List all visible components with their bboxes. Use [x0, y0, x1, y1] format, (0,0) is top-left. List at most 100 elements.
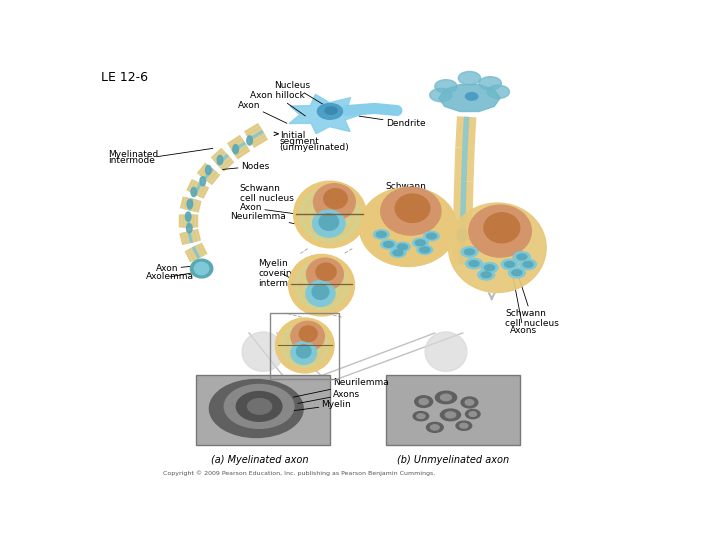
Ellipse shape: [307, 258, 343, 291]
Ellipse shape: [359, 187, 457, 266]
Ellipse shape: [449, 203, 546, 293]
Ellipse shape: [300, 326, 317, 342]
Ellipse shape: [186, 212, 191, 221]
Ellipse shape: [381, 187, 441, 235]
Ellipse shape: [431, 425, 439, 430]
Ellipse shape: [436, 391, 456, 404]
Ellipse shape: [295, 261, 348, 310]
Text: Initial: Initial: [280, 131, 305, 140]
Ellipse shape: [465, 400, 474, 405]
Ellipse shape: [318, 104, 343, 119]
Text: intermode: intermode: [108, 156, 155, 165]
Ellipse shape: [426, 422, 444, 433]
Ellipse shape: [300, 265, 343, 306]
Ellipse shape: [479, 77, 501, 90]
Ellipse shape: [289, 331, 320, 360]
Ellipse shape: [415, 396, 433, 407]
Ellipse shape: [481, 272, 491, 278]
Ellipse shape: [306, 281, 335, 306]
Ellipse shape: [469, 205, 531, 257]
Ellipse shape: [420, 247, 430, 253]
Ellipse shape: [377, 232, 387, 238]
Ellipse shape: [224, 384, 294, 428]
Text: Schwann
cell nucleus: Schwann cell nucleus: [505, 243, 559, 328]
Ellipse shape: [461, 247, 478, 257]
Text: Neurilemma: Neurilemma: [293, 379, 389, 397]
Ellipse shape: [291, 321, 324, 352]
Ellipse shape: [417, 245, 433, 254]
Ellipse shape: [300, 187, 360, 242]
Ellipse shape: [419, 399, 428, 404]
Ellipse shape: [415, 240, 426, 246]
Ellipse shape: [460, 423, 468, 428]
Ellipse shape: [469, 411, 477, 416]
Ellipse shape: [523, 261, 533, 267]
Ellipse shape: [282, 323, 328, 367]
Ellipse shape: [512, 270, 522, 275]
Text: Copyright © 2009 Pearson Education, Inc. publishing as Pearson Benjamin Cummings: Copyright © 2009 Pearson Education, Inc.…: [163, 470, 435, 476]
Ellipse shape: [312, 210, 345, 237]
Ellipse shape: [481, 262, 498, 273]
Ellipse shape: [242, 332, 284, 372]
Ellipse shape: [430, 89, 452, 102]
Ellipse shape: [520, 259, 536, 269]
Ellipse shape: [461, 397, 478, 408]
Ellipse shape: [441, 409, 461, 421]
Text: Schwann
cell nucleus: Schwann cell nucleus: [377, 197, 431, 221]
Ellipse shape: [293, 334, 317, 356]
Ellipse shape: [445, 412, 456, 418]
Ellipse shape: [312, 285, 329, 299]
Ellipse shape: [307, 272, 336, 298]
Ellipse shape: [289, 254, 354, 316]
Ellipse shape: [309, 195, 351, 234]
Text: segment: segment: [280, 137, 320, 146]
Ellipse shape: [505, 261, 515, 267]
Ellipse shape: [456, 421, 472, 430]
Ellipse shape: [325, 107, 337, 114]
Ellipse shape: [191, 259, 213, 278]
Text: (b) Unmyelinated axon: (b) Unmyelinated axon: [397, 455, 509, 465]
Ellipse shape: [484, 213, 520, 243]
Text: Myelinated: Myelinated: [108, 150, 158, 159]
Ellipse shape: [501, 259, 518, 269]
Ellipse shape: [248, 399, 271, 414]
Text: LE 12-6: LE 12-6: [101, 71, 148, 84]
Text: Neurilemma: Neurilemma: [364, 219, 420, 232]
Ellipse shape: [313, 184, 356, 220]
Ellipse shape: [435, 80, 457, 93]
Ellipse shape: [276, 318, 334, 373]
Ellipse shape: [194, 262, 209, 275]
FancyBboxPatch shape: [196, 375, 330, 446]
Text: Myelin
covering
intermode: Myelin covering intermode: [258, 259, 305, 288]
Text: Axons: Axons: [368, 228, 395, 238]
Ellipse shape: [304, 268, 339, 302]
Ellipse shape: [324, 188, 347, 208]
Ellipse shape: [286, 327, 324, 363]
Ellipse shape: [236, 392, 282, 421]
Ellipse shape: [508, 267, 526, 278]
Ellipse shape: [390, 248, 406, 258]
Ellipse shape: [291, 341, 317, 365]
Ellipse shape: [517, 254, 527, 260]
Ellipse shape: [513, 252, 530, 262]
Text: Neurilemma: Neurilemma: [230, 212, 295, 224]
Ellipse shape: [425, 332, 467, 372]
Ellipse shape: [205, 165, 211, 174]
Text: Node: Node: [483, 224, 518, 244]
Text: Axon: Axon: [238, 100, 287, 123]
Ellipse shape: [200, 177, 205, 186]
Text: Axon: Axon: [240, 204, 315, 217]
Ellipse shape: [393, 250, 403, 255]
Text: Axon: Axon: [156, 264, 194, 273]
Text: Dendrite: Dendrite: [359, 116, 426, 127]
FancyBboxPatch shape: [386, 375, 520, 446]
Text: Schwann
cell: Schwann cell: [386, 182, 427, 210]
Text: Axons: Axons: [298, 390, 361, 403]
Text: Schwann
cell nucleus: Schwann cell nucleus: [240, 184, 312, 207]
Ellipse shape: [395, 242, 410, 252]
Ellipse shape: [384, 241, 394, 247]
Ellipse shape: [466, 93, 478, 100]
Ellipse shape: [441, 394, 451, 401]
Ellipse shape: [217, 156, 222, 165]
Ellipse shape: [485, 265, 495, 271]
